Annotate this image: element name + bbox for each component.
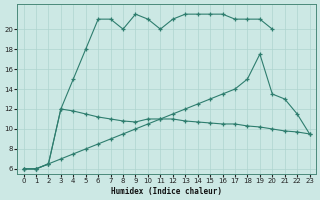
X-axis label: Humidex (Indice chaleur): Humidex (Indice chaleur) bbox=[111, 187, 222, 196]
